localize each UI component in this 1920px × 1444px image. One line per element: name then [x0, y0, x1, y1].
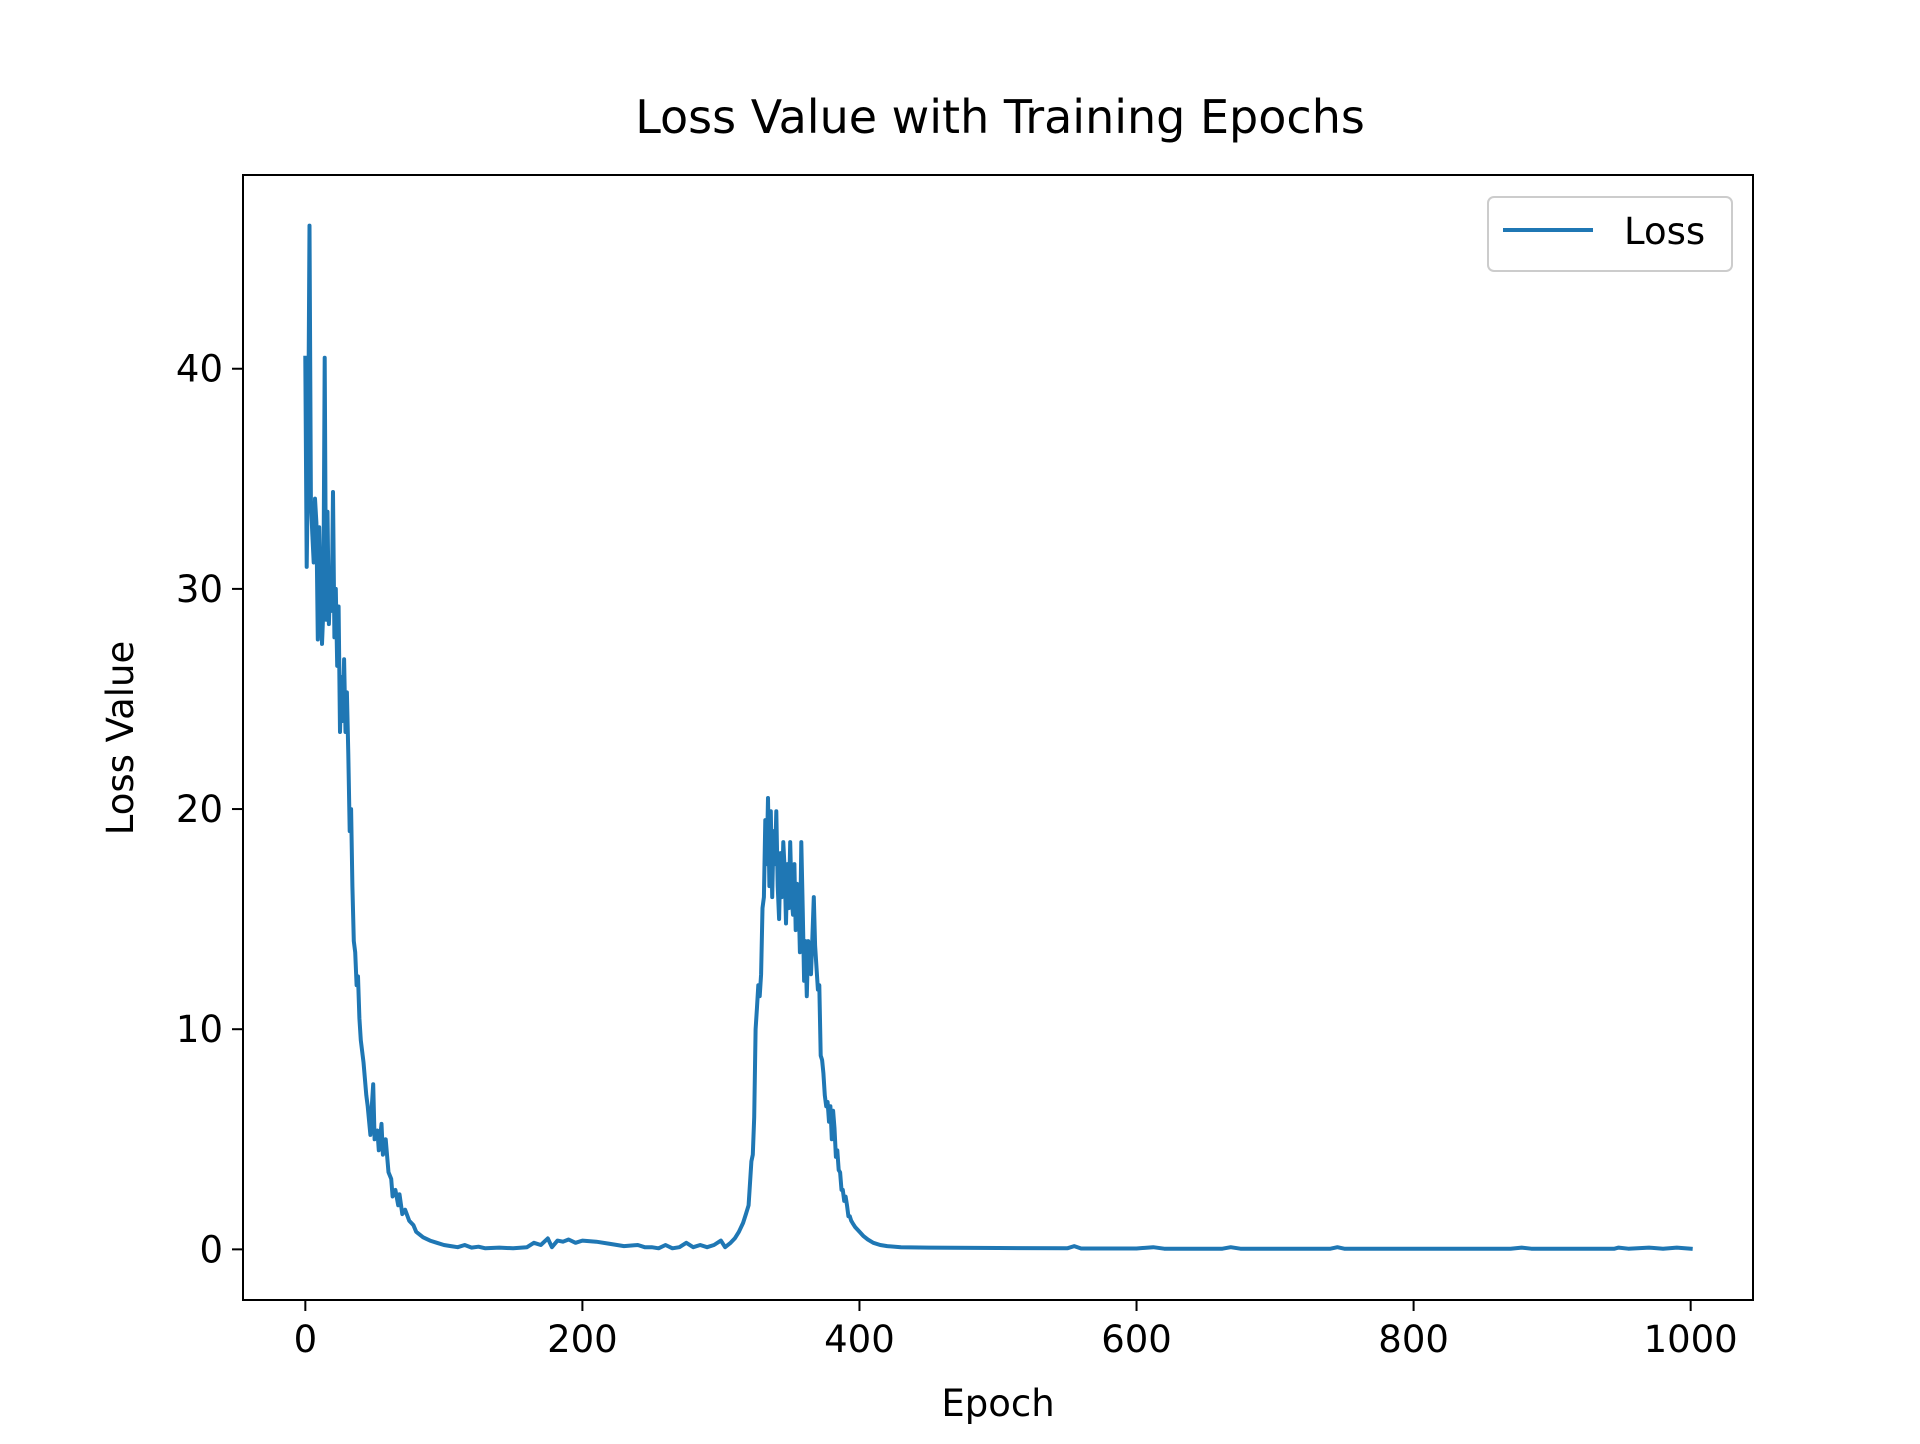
chart-title: Loss Value with Training Epochs [635, 90, 1365, 144]
x-tick-label: 0 [294, 1318, 318, 1361]
legend: Loss [1487, 196, 1733, 272]
x-tick-label: 600 [1101, 1318, 1172, 1361]
y-tick-label: 40 [176, 348, 223, 391]
legend-box [1487, 196, 1733, 272]
y-axis-label: Loss Value [99, 641, 142, 836]
series-layer [303, 223, 1693, 1251]
legend-label: Loss [1624, 210, 1705, 253]
x-tick-label: 1000 [1644, 1318, 1738, 1361]
series-line-loss [303, 223, 1693, 1251]
y-tick-label: 30 [176, 568, 223, 611]
x-tick-label: 400 [824, 1318, 895, 1361]
y-tick-label: 0 [199, 1228, 223, 1271]
y-tick-label: 20 [176, 788, 223, 831]
plot-area-frame [242, 174, 1754, 1301]
ticks-layer: 0 200 400 600 800 1000 0 10 20 30 40 [176, 348, 1738, 1361]
x-axis-label: Epoch [941, 1382, 1054, 1425]
x-tick-label: 800 [1378, 1318, 1449, 1361]
y-tick-label: 10 [176, 1008, 223, 1051]
x-tick-label: 200 [547, 1318, 618, 1361]
